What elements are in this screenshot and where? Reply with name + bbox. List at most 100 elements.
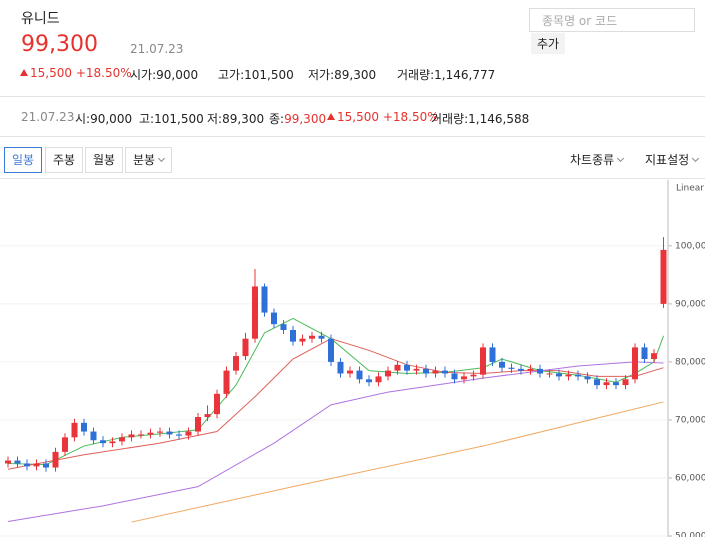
candle-body xyxy=(451,373,458,380)
separator xyxy=(0,96,705,97)
change-pct: +18.50% xyxy=(75,66,132,80)
summary-item: 시:90,000 xyxy=(75,110,132,127)
candle-body xyxy=(442,370,448,374)
summary-date: 21.07.23 xyxy=(21,110,75,124)
tab[interactable]: 주봉 xyxy=(45,147,84,173)
candle-body xyxy=(366,379,372,383)
item-value: 89,300 xyxy=(222,112,265,126)
y-tick-label: 90,000 xyxy=(675,299,705,309)
candle-body xyxy=(328,338,334,362)
tab[interactable]: 일봉 xyxy=(4,147,43,173)
chart: Linear 50,000 60,000 70,000 80,000 90,000 100… xyxy=(0,180,705,537)
candle-body xyxy=(81,422,87,432)
candle-body xyxy=(128,434,135,438)
candle-body xyxy=(271,312,277,325)
candle-body xyxy=(52,451,59,468)
candle-body xyxy=(290,329,296,342)
price: 99,300 xyxy=(21,32,98,57)
y-tick-label: 60,000 xyxy=(675,473,705,483)
candle-body xyxy=(660,249,667,304)
moving-average xyxy=(7,317,664,466)
item-value: 90,000 xyxy=(90,112,133,126)
stat-label: 거래량: xyxy=(397,68,435,82)
candle-body xyxy=(71,422,78,438)
menu[interactable]: 차트종류 xyxy=(570,151,625,168)
candle-body xyxy=(5,460,11,464)
add-button[interactable]: 추가 xyxy=(531,33,566,54)
candle-body xyxy=(622,379,629,386)
summary-item: 종:99,300 xyxy=(269,110,326,127)
candle-body xyxy=(584,376,591,380)
menu[interactable]: 지표설정 xyxy=(645,151,700,168)
separator xyxy=(0,136,705,137)
candle-body xyxy=(651,353,657,359)
candle-body xyxy=(147,432,154,435)
candle-body xyxy=(109,441,116,444)
stat: 거래량:1,146,777 xyxy=(397,66,495,83)
candle-body xyxy=(33,463,40,467)
summary-change: 15,500 +18.50% xyxy=(327,110,439,124)
item-label: 저: xyxy=(207,112,223,126)
stat: 시가:90,000 xyxy=(130,66,198,83)
y-tick-label: 100,000 xyxy=(675,241,705,251)
candle-body xyxy=(185,431,192,436)
candle-body xyxy=(223,370,230,394)
candle-body xyxy=(546,373,553,375)
candle-body xyxy=(356,370,363,380)
candle-body xyxy=(138,434,144,436)
candle-body xyxy=(100,440,106,444)
candle-body xyxy=(413,368,420,371)
candle-body xyxy=(280,324,287,330)
change-pct: +18.50% xyxy=(382,110,439,124)
tab[interactable]: 월봉 xyxy=(85,147,124,173)
menu-label: 지표설정 xyxy=(645,153,690,167)
stat-value: 1,146,777 xyxy=(434,68,496,82)
separator xyxy=(0,178,705,179)
menu-label: 차트종류 xyxy=(570,153,615,167)
candle-body xyxy=(385,370,391,377)
candle-body xyxy=(24,463,30,467)
item-value: 99,300 xyxy=(284,112,327,126)
candle-body xyxy=(337,361,344,374)
candle-body xyxy=(242,338,249,357)
candle-body xyxy=(489,347,496,362)
item-label: 거래량: xyxy=(431,112,469,126)
date: 21.07.23 xyxy=(130,42,184,56)
stat: 고가:101,500 xyxy=(218,66,294,83)
candle-body xyxy=(375,376,382,383)
add-label: 추가 xyxy=(537,37,560,51)
y-tick-label: 80,000 xyxy=(675,357,705,367)
candle-body xyxy=(299,338,306,342)
candle-body xyxy=(119,437,125,442)
candle-body xyxy=(204,414,211,418)
candle-body xyxy=(394,364,401,371)
search-placeholder: 종목명 or 코드 xyxy=(542,14,618,28)
candle-body xyxy=(527,368,534,371)
summary-item: 저:89,300 xyxy=(207,110,264,127)
moving-average xyxy=(131,401,664,523)
y-tick-label: 50,000 xyxy=(675,532,705,537)
candle-body xyxy=(347,370,353,374)
candle-body xyxy=(480,347,486,375)
item-label: 종: xyxy=(269,112,285,126)
item-label: 시: xyxy=(75,112,91,126)
candle-body xyxy=(508,367,515,369)
candle-body xyxy=(43,463,49,468)
candle-body xyxy=(641,347,648,359)
candle-body xyxy=(166,431,173,435)
item-label: 고: xyxy=(139,112,155,126)
summary-item: 고:101,500 xyxy=(139,110,204,127)
tab-label: 분봉 xyxy=(133,153,156,167)
candle-body xyxy=(432,370,439,374)
change: 15,500 +18.50% xyxy=(20,66,132,80)
search-box[interactable]: 종목명 or 코드 xyxy=(529,8,695,32)
stat-value: 90,000 xyxy=(156,68,199,82)
stat-value: 101,500 xyxy=(244,68,294,82)
candle-body xyxy=(90,431,97,441)
candle-body xyxy=(632,347,638,380)
candle-body xyxy=(195,417,201,432)
tab[interactable]: 분봉 xyxy=(125,147,173,173)
candle-body xyxy=(233,356,239,371)
item-value: 101,500 xyxy=(154,112,204,126)
